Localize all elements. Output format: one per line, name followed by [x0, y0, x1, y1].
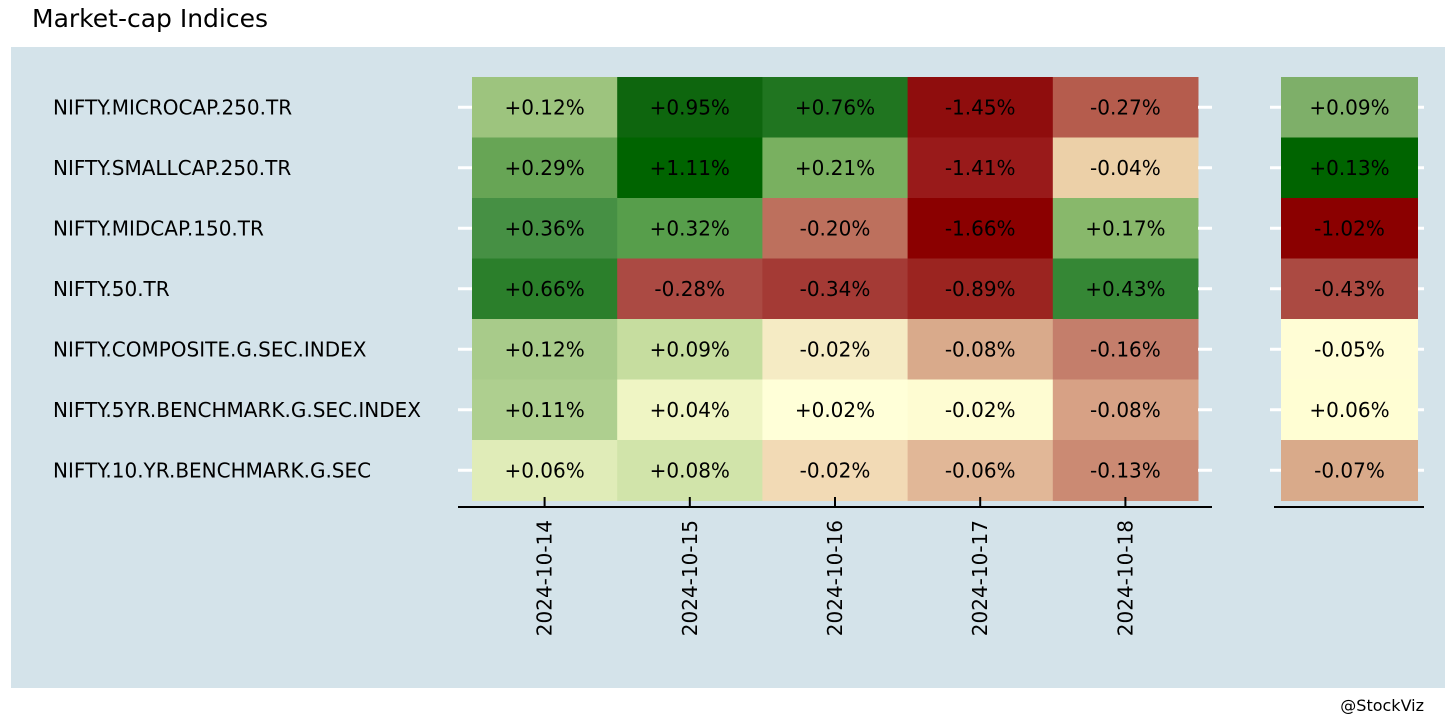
- cell-value-label: +0.08%: [650, 458, 730, 482]
- summary-value-label: +0.09%: [1309, 95, 1389, 119]
- heatmap-cell: [1052, 198, 1199, 259]
- summary-value-label: +0.06%: [1309, 398, 1389, 422]
- heatmap-cell: [762, 258, 909, 320]
- cell-value-label: +0.66%: [504, 277, 584, 301]
- heatmap-cell: [1052, 319, 1199, 380]
- row-label: NIFTY.5YR.BENCHMARK.G.SEC.INDEX: [53, 398, 421, 422]
- cell-value-label: -0.08%: [945, 337, 1016, 361]
- summary-value-label: -0.43%: [1314, 277, 1385, 301]
- heatmap-cell: [1052, 77, 1199, 138]
- row-label: NIFTY.50.TR: [53, 277, 170, 301]
- heatmap-cell: [907, 319, 1054, 380]
- heatmap-cell: [1052, 137, 1199, 199]
- x-tick-label: 2024-10-14: [533, 520, 557, 636]
- cell-value-label: -0.13%: [1090, 458, 1161, 482]
- x-tick-label: 2024-10-17: [968, 520, 992, 636]
- cell-value-label: -0.02%: [800, 458, 871, 482]
- heatmap-cell: [472, 258, 618, 320]
- cell-value-label: +0.09%: [650, 337, 730, 361]
- cell-value-label: +0.36%: [504, 216, 584, 240]
- cell-value-label: -0.02%: [945, 398, 1016, 422]
- cell-value-label: +0.32%: [650, 216, 730, 240]
- heatmap-cell: [472, 77, 618, 138]
- row-label: NIFTY.COMPOSITE.G.SEC.INDEX: [53, 337, 367, 361]
- heatmap-cell: [617, 319, 763, 380]
- cell-value-label: +0.17%: [1085, 216, 1165, 240]
- summary-cell: [1281, 379, 1418, 441]
- summary-cell: [1281, 440, 1418, 501]
- chart-title: Market-cap Indices: [32, 4, 269, 33]
- summary-value-label: +0.13%: [1309, 156, 1389, 180]
- cell-value-label: +1.11%: [650, 156, 730, 180]
- heatmap-cell: [762, 379, 909, 441]
- cell-value-label: -1.66%: [945, 216, 1016, 240]
- heatmap-cell: [472, 319, 618, 380]
- cell-value-label: +0.76%: [795, 95, 875, 119]
- cell-value-label: +0.12%: [504, 337, 584, 361]
- heatmap-cell: [907, 379, 1054, 441]
- cell-value-label: -0.34%: [800, 277, 871, 301]
- cell-value-label: -1.45%: [945, 95, 1016, 119]
- summary-cell: [1281, 198, 1418, 259]
- cell-value-label: -1.41%: [945, 156, 1016, 180]
- summary-value-label: -1.02%: [1314, 216, 1385, 240]
- heatmap-cell: [1052, 258, 1199, 320]
- heatmap-cell: [762, 198, 909, 259]
- cell-value-label: -0.04%: [1090, 156, 1161, 180]
- x-tick-label: 2024-10-15: [678, 520, 702, 636]
- heatmap-cell: [472, 379, 618, 441]
- heatmap-cell: [762, 440, 909, 501]
- heatmap-cell: [762, 319, 909, 380]
- heatmap-cell: [617, 440, 763, 501]
- heatmap-cell: [907, 137, 1054, 199]
- x-tick-label: 2024-10-18: [1113, 520, 1137, 636]
- row-label: NIFTY.SMALLCAP.250.TR: [53, 156, 291, 180]
- cell-value-label: +0.29%: [504, 156, 584, 180]
- summary-value-label: -0.05%: [1314, 337, 1385, 361]
- cell-value-label: -0.27%: [1090, 95, 1161, 119]
- heatmap-cell: [762, 137, 909, 199]
- cell-value-label: +0.02%: [795, 398, 875, 422]
- cell-value-label: -0.89%: [945, 277, 1016, 301]
- heatmap-cell: [472, 137, 618, 199]
- cell-value-label: -0.20%: [800, 216, 871, 240]
- heatmap-cell: [617, 379, 763, 441]
- x-tick-label: 2024-10-16: [823, 520, 847, 636]
- row-label: NIFTY.10.YR.BENCHMARK.G.SEC: [53, 458, 371, 482]
- summary-value-label: -0.07%: [1314, 458, 1385, 482]
- cell-value-label: +0.12%: [504, 95, 584, 119]
- summary-cell: [1281, 258, 1418, 320]
- row-label: NIFTY.MICROCAP.250.TR: [53, 95, 292, 119]
- heatmap-cell: [907, 440, 1054, 501]
- cell-value-label: +0.11%: [504, 398, 584, 422]
- heatmap-cell: [1052, 379, 1199, 441]
- cell-value-label: -0.28%: [654, 277, 725, 301]
- heatmap-cell: [617, 258, 763, 320]
- heatmap-cell: [472, 198, 618, 259]
- cell-value-label: -0.16%: [1090, 337, 1161, 361]
- credit-label: @StockViz: [1340, 696, 1424, 715]
- heatmap-cell: [907, 77, 1054, 138]
- heatmap-cell: [907, 258, 1054, 320]
- summary-cell: [1281, 319, 1418, 380]
- heatmap-cell: [907, 198, 1054, 259]
- cell-value-label: -0.02%: [800, 337, 871, 361]
- heatmap-cell: [617, 137, 763, 199]
- heatmap-cell: [1052, 440, 1199, 501]
- heatmap-cell: [762, 77, 909, 138]
- summary-cell: [1281, 77, 1418, 138]
- cell-value-label: +0.06%: [504, 458, 584, 482]
- summary-cell: [1281, 137, 1418, 199]
- cell-value-label: +0.95%: [650, 95, 730, 119]
- cell-value-label: +0.21%: [795, 156, 875, 180]
- cell-value-label: -0.06%: [945, 458, 1016, 482]
- row-label: NIFTY.MIDCAP.150.TR: [53, 216, 264, 240]
- heatmap-cell: [617, 77, 763, 138]
- heatmap-cell: [617, 198, 763, 259]
- cell-value-label: -0.08%: [1090, 398, 1161, 422]
- cell-value-label: +0.43%: [1085, 277, 1165, 301]
- cell-value-label: +0.04%: [650, 398, 730, 422]
- heatmap-cell: [472, 440, 618, 501]
